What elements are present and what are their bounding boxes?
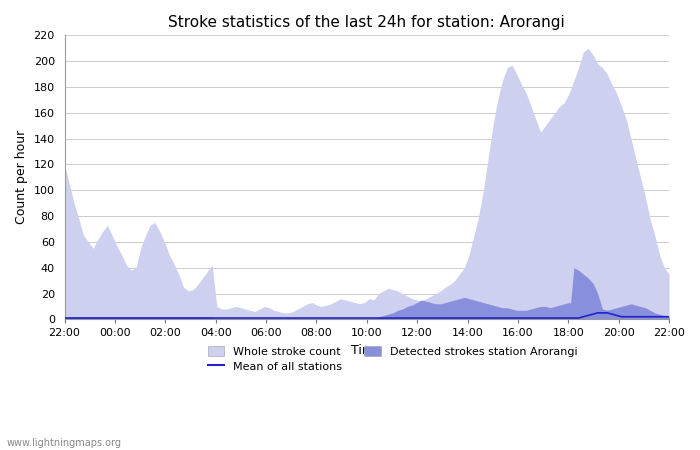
Title: Stroke statistics of the last 24h for station: Arorangi: Stroke statistics of the last 24h for st… xyxy=(169,15,565,30)
Legend: Whole stroke count, Mean of all stations, Detected strokes station Arorangi: Whole stroke count, Mean of all stations… xyxy=(203,342,582,376)
X-axis label: Time: Time xyxy=(351,344,382,357)
Text: www.lightningmaps.org: www.lightningmaps.org xyxy=(7,438,122,448)
Y-axis label: Count per hour: Count per hour xyxy=(15,130,28,225)
